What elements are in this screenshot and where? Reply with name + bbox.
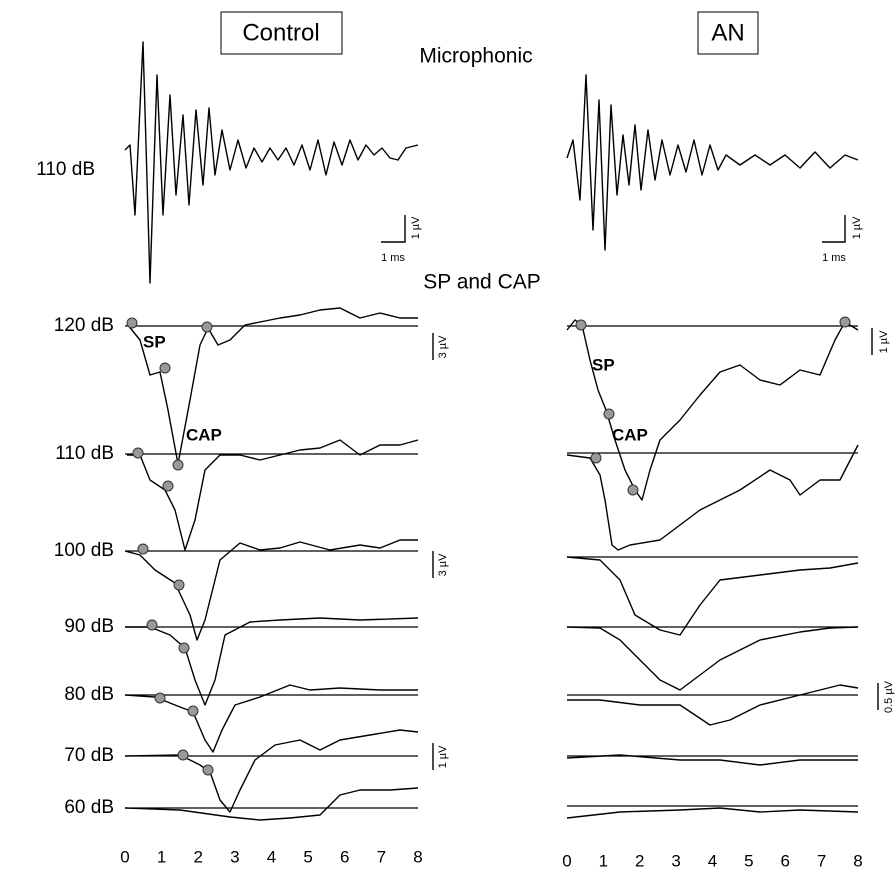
scale-label: 1 ms [822,252,846,264]
level-label: 70 dB [64,745,114,766]
x-tick-label: 0 [562,851,571,870]
scale-label: 1 µV [437,745,449,769]
scale-bar [381,215,406,243]
control-traces [124,307,419,821]
x-tick-label: 3 [671,851,680,870]
level-label: 90 dB [64,616,114,637]
section-title: Microphonic [419,45,532,68]
x-tick-label: 2 [194,847,203,866]
trace [566,74,859,251]
trace [124,41,419,284]
x-tick-label: 2 [635,851,644,870]
panel-title: Control [242,19,319,46]
x-tick-label: 1 [599,851,608,870]
x-tick-label: 3 [230,847,239,866]
level-label: 80 dB [64,684,114,705]
component-label: SP [592,355,615,374]
x-tick-label: 5 [303,847,312,866]
title-box [220,11,343,55]
x-tick-label: 4 [267,847,276,866]
scale-bar [822,215,846,243]
title-box [697,11,759,55]
level-label: 110 dB [36,159,95,180]
scale-label: 1 µV [878,330,890,354]
x-tick-label: 7 [377,847,386,866]
x-tick-label: 0 [120,847,129,866]
time-axes: 0 1 2 3 4 5 6 7 8 0 1 2 3 4 5 6 7 8 [120,847,862,870]
component-label: CAP [612,425,648,444]
component-label: SP [143,332,166,351]
x-tick-label: 6 [340,847,349,866]
component-label: CAP [186,425,222,444]
level-label: 60 dB [64,797,114,818]
x-tick-label: 4 [708,851,717,870]
x-tick-label: 5 [744,851,753,870]
scale-label: 3 µV [437,553,449,577]
x-tick-label: 7 [817,851,826,870]
scale-label: 3 µV [437,335,449,359]
scale-label: 1 µV [410,216,422,240]
scale-label: 1 ms [381,252,405,264]
x-tick-label: 8 [413,847,422,866]
x-tick-label: 6 [781,851,790,870]
scale-label: 1 µV [851,216,863,240]
x-tick-label: 1 [157,847,166,866]
level-label: 120 dB [54,315,114,336]
panel-title: AN [711,19,744,46]
an-traces [566,316,859,819]
level-label: 100 dB [54,540,114,561]
level-label: 110 dB [55,443,114,464]
x-tick-label: 8 [853,851,862,870]
scale-label: 0.5 µV [883,680,895,713]
section-title: SP and CAP [423,271,541,294]
